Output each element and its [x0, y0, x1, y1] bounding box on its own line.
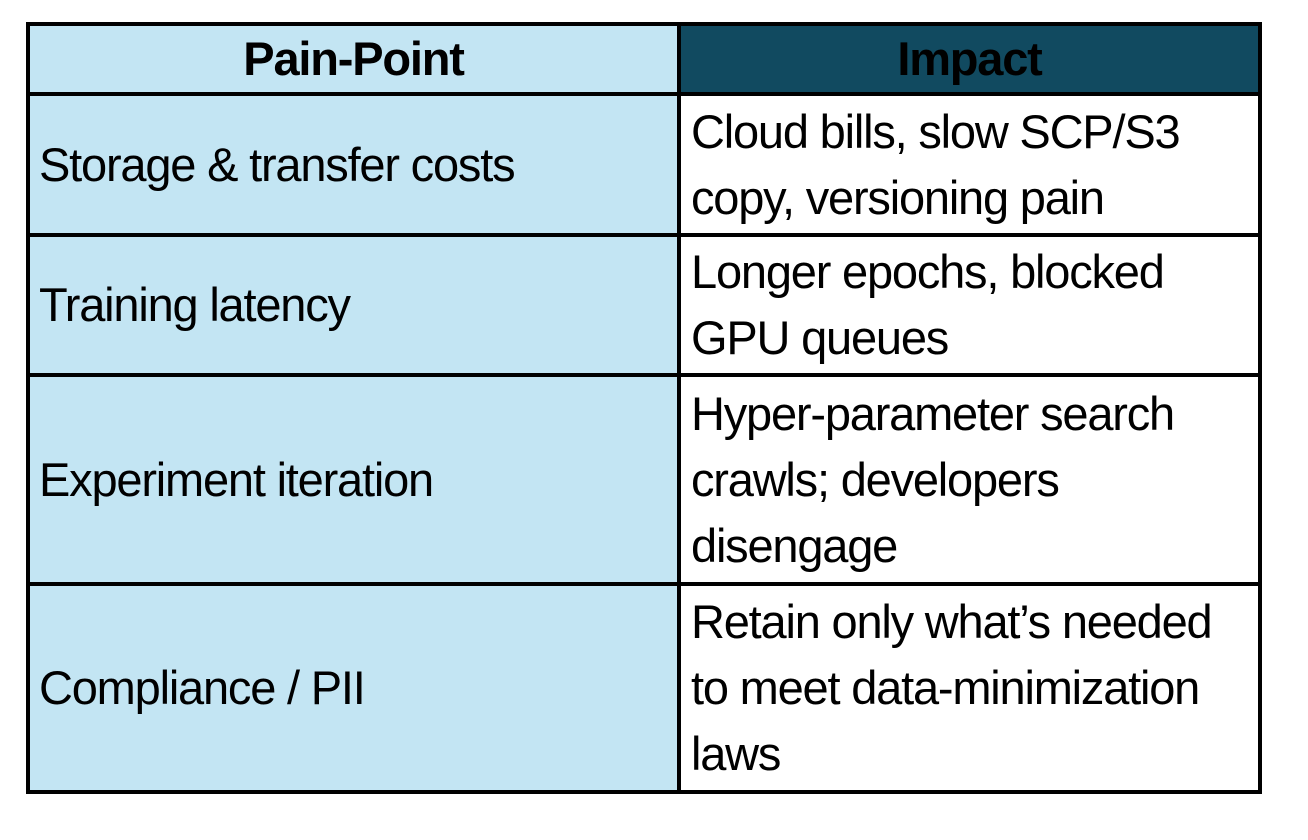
header-row: Pain-Point Impact — [26, 22, 1262, 96]
pain-point-cell-iteration: Experiment iteration — [26, 373, 681, 586]
table-row: Storage & transfer costs Cloud bills, sl… — [26, 92, 1262, 237]
table-row: Training latency Longer epochs, blocked … — [26, 233, 1262, 377]
table-row: Compliance / PII Retain only what’s need… — [26, 582, 1262, 794]
pain-point-cell-compliance: Compliance / PII — [26, 582, 681, 794]
pain-point-cell-storage: Storage & transfer costs — [26, 92, 681, 237]
impact-cell-storage: Cloud bills, slow SCP/S3 copy, versionin… — [677, 92, 1262, 237]
pain-impact-table-container: Pain-Point Impact Storage & transfer cos… — [26, 22, 1262, 794]
pain-point-cell-latency: Training latency — [26, 233, 681, 377]
pain-impact-table: Pain-Point Impact Storage & transfer cos… — [26, 22, 1262, 794]
impact-cell-iteration: Hyper-parameter search crawls; developer… — [677, 373, 1262, 586]
impact-column-header: Impact — [677, 22, 1262, 96]
table-row: Experiment iteration Hyper-parameter sea… — [26, 373, 1262, 586]
pain-point-column-header: Pain-Point — [26, 22, 681, 96]
impact-cell-compliance: Retain only what’s needed to meet data-m… — [677, 582, 1262, 794]
impact-cell-latency: Longer epochs, blocked GPU queues — [677, 233, 1262, 377]
